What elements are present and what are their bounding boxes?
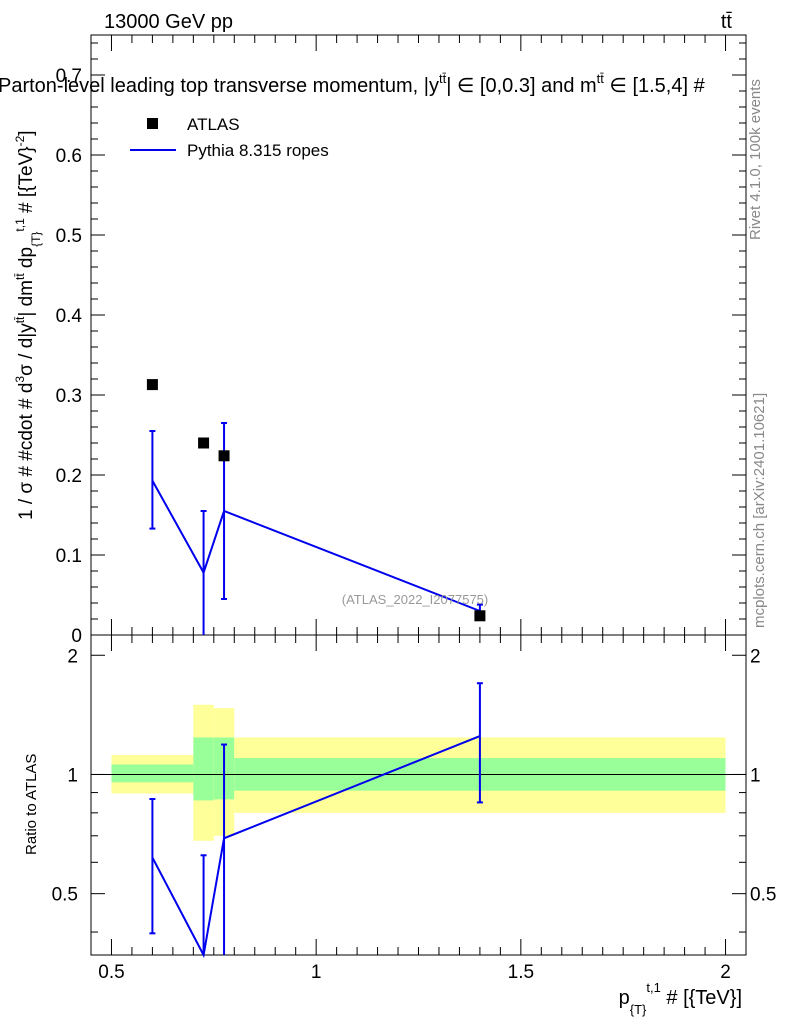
main-y-tick-label: 0.2: [56, 466, 82, 487]
ratio-y-axis-label: Ratio to ATLAS: [23, 754, 40, 855]
ratio-band-inner: [111, 764, 194, 783]
header-right: tt̄: [721, 11, 733, 33]
main-y-tick-label: 0.5: [56, 226, 82, 247]
mc-line: [151, 480, 481, 612]
ratio-bands: [91, 704, 746, 841]
data-point: [146, 379, 158, 391]
legend-label-mc: Pythia 8.315 ropes: [187, 141, 329, 160]
x-tick-label: 2: [720, 962, 731, 983]
main-y-tick-label: 0.4: [56, 306, 83, 327]
main-y-tick-label: 0.1: [56, 546, 82, 567]
x-tick-label: 1: [311, 962, 322, 983]
ratio-y-tick-label: 0.5: [52, 885, 78, 906]
main-y-axis-label: 1 / σ # #cdot # d3σ / d|ytt̄| dmtt̄ dp{T…: [13, 130, 43, 520]
main-y-tick-label: 0.3: [56, 386, 82, 407]
rivet-label: Rivet 4.1.0, 100k events: [747, 79, 764, 240]
ratio-y-tick-label-right: 1: [750, 765, 761, 786]
ratio-y-tick-label: 1: [67, 765, 78, 786]
main-y-tick-label: 0.7: [56, 66, 82, 87]
legend-label-atlas: ATLAS: [187, 115, 240, 134]
mc-series-ratio: [149, 682, 483, 959]
ratio-y-tick-label-right: 2: [750, 646, 761, 667]
data-point: [474, 610, 486, 622]
main-axis-ticks: 0 0.1 0.2 0.3 0.4 0.5 0.6 0.7: [56, 35, 746, 647]
plot-title: Parton-level leading top transverse mome…: [0, 71, 706, 97]
x-axis-label: p{T}t,1 # [{TeV}]: [619, 980, 742, 1017]
data-point: [198, 437, 210, 449]
x-tick-label: 0.5: [98, 962, 124, 983]
main-y-tick-label: 0: [71, 626, 82, 647]
data-point: [218, 450, 230, 462]
data-series-main: [146, 379, 486, 622]
main-y-tick-label: 0.6: [56, 146, 82, 167]
analysis-watermark: (ATLAS_2022_I2077575): [342, 592, 488, 607]
ratio-mc-line: [151, 735, 481, 959]
header-left: 13000 GeV pp: [104, 11, 233, 33]
ratio-y-tick-label-right: 0.5: [750, 885, 776, 906]
mcplots-label: mcplots.cern.ch [arXiv:2401.10621]: [751, 393, 768, 628]
ratio-band-inner: [193, 737, 214, 801]
ratio-axis-ticks: 0.5 1 1.5 2 0.5 0.5 1 1 2 2: [52, 635, 776, 983]
ratio-y-tick-label: 2: [67, 646, 78, 667]
x-tick-label: 1.5: [508, 962, 534, 983]
legend-marker-atlas: [147, 118, 158, 129]
